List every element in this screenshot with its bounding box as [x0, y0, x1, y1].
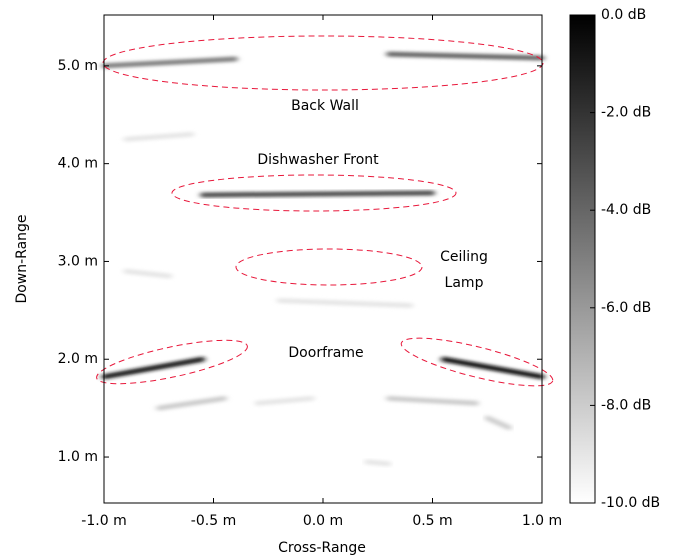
colorbar-tick-label: -4.0 dB — [601, 202, 651, 218]
colorbar-tick-label: -2.0 dB — [601, 105, 651, 121]
reflection — [101, 56, 238, 69]
y-tick-label: 3.0 m — [58, 253, 98, 269]
annotation-ellipse — [96, 339, 248, 385]
annotation-ellipse — [235, 248, 423, 286]
y-axis-label: Down-Range — [14, 214, 30, 303]
reflection — [440, 356, 545, 380]
colorbar — [569, 14, 596, 504]
y-tick-label: 4.0 m — [58, 156, 98, 172]
x-tick-label: 0.0 m — [303, 513, 343, 529]
reflection — [386, 395, 479, 406]
reflection — [254, 395, 315, 406]
reflection — [386, 51, 545, 61]
annotation: Lamp — [445, 275, 484, 291]
annotation: Doorframe — [288, 345, 363, 361]
reflection — [101, 356, 206, 380]
plot-area — [104, 15, 542, 503]
y-tick-label: 5.0 m — [58, 58, 98, 74]
reflection — [364, 459, 392, 467]
reflection — [123, 131, 195, 142]
colorbar-tick-label: 0.0 dB — [601, 7, 646, 23]
annotation-ellipse — [400, 337, 554, 387]
x-axis-label: Cross-Range — [278, 540, 366, 556]
reflection — [484, 415, 512, 431]
reflection — [156, 395, 227, 411]
annotation: Ceiling — [440, 249, 488, 265]
colorbar-tick-label: -8.0 dB — [601, 397, 651, 413]
reflection — [123, 268, 173, 279]
x-tick-label: 1.0 m — [522, 513, 562, 529]
annotation: Dishwasher Front — [257, 152, 379, 168]
reflection — [200, 190, 435, 198]
y-tick-label: 1.0 m — [58, 449, 98, 465]
reflection — [276, 298, 414, 308]
x-tick-label: -0.5 m — [191, 513, 236, 529]
annotation-ellipse — [171, 174, 457, 212]
y-tick-label: 2.0 m — [58, 351, 98, 367]
x-tick-label: -1.0 m — [81, 513, 126, 529]
annotation-ellipse — [102, 35, 544, 91]
x-tick-label: 0.5 m — [412, 513, 452, 529]
colorbar-tick-label: -6.0 dB — [601, 300, 651, 316]
annotation: Back Wall — [291, 98, 359, 114]
colorbar-tick-label: -10.0 dB — [601, 495, 660, 511]
